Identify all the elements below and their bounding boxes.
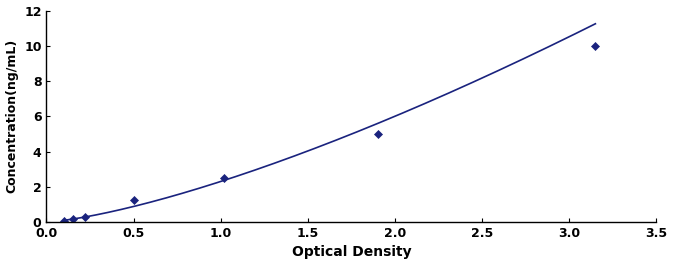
Y-axis label: Concentration(ng/mL): Concentration(ng/mL): [5, 39, 19, 193]
X-axis label: Optical Density: Optical Density: [291, 245, 411, 259]
